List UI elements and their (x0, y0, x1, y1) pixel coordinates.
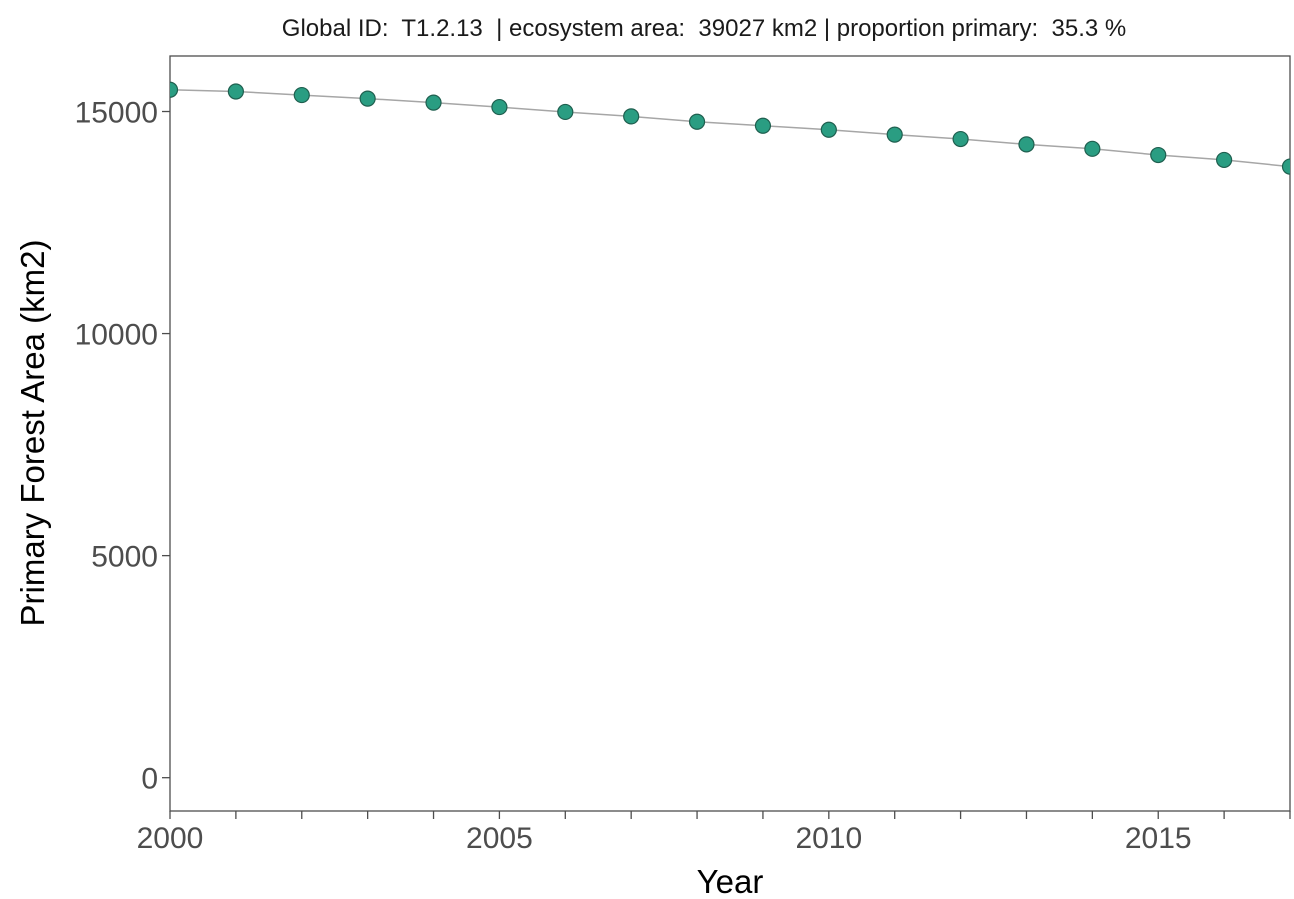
data-point (1084, 140, 1101, 157)
data-point (425, 94, 442, 111)
data-point (754, 117, 772, 134)
data-point (359, 90, 376, 107)
data-point (886, 126, 903, 143)
data-point (1281, 158, 1290, 175)
y-tick-label: 5000 (91, 541, 158, 574)
series-line (169, 89, 1291, 168)
data-points (170, 81, 1290, 175)
x-tick-label: 2010 (795, 822, 862, 855)
data-point (170, 81, 179, 98)
data-point (688, 113, 706, 130)
data-point (1150, 146, 1167, 164)
y-tick-label: 15000 (75, 97, 158, 130)
y-tick-label: 10000 (75, 319, 158, 352)
y-axis: 0 5000 10000 15000 (75, 97, 170, 796)
x-tick-label: 2015 (1125, 822, 1192, 855)
x-axis-title: Year (697, 863, 764, 899)
data-point (293, 86, 310, 104)
data-point (491, 98, 508, 116)
x-tick-label: 2000 (137, 822, 204, 855)
data-point (1018, 136, 1035, 153)
x-tick-label: 2005 (466, 822, 533, 855)
data-point (820, 121, 837, 138)
data-point (623, 108, 640, 125)
chart-title: Global ID: T1.2.13 | ecosystem area: 390… (282, 15, 1126, 42)
data-point (557, 103, 574, 121)
data-point (1216, 151, 1233, 169)
y-axis-title: Primary Forest Area (km2) (14, 240, 51, 627)
data-point (227, 83, 244, 100)
x-axis: 2000 2005 2010 2015 (137, 811, 1291, 855)
series-layer (169, 81, 1291, 175)
plot-border (169, 55, 1291, 812)
y-tick-label: 0 (141, 763, 158, 796)
data-point (952, 130, 969, 148)
plot-area (169, 55, 1291, 812)
